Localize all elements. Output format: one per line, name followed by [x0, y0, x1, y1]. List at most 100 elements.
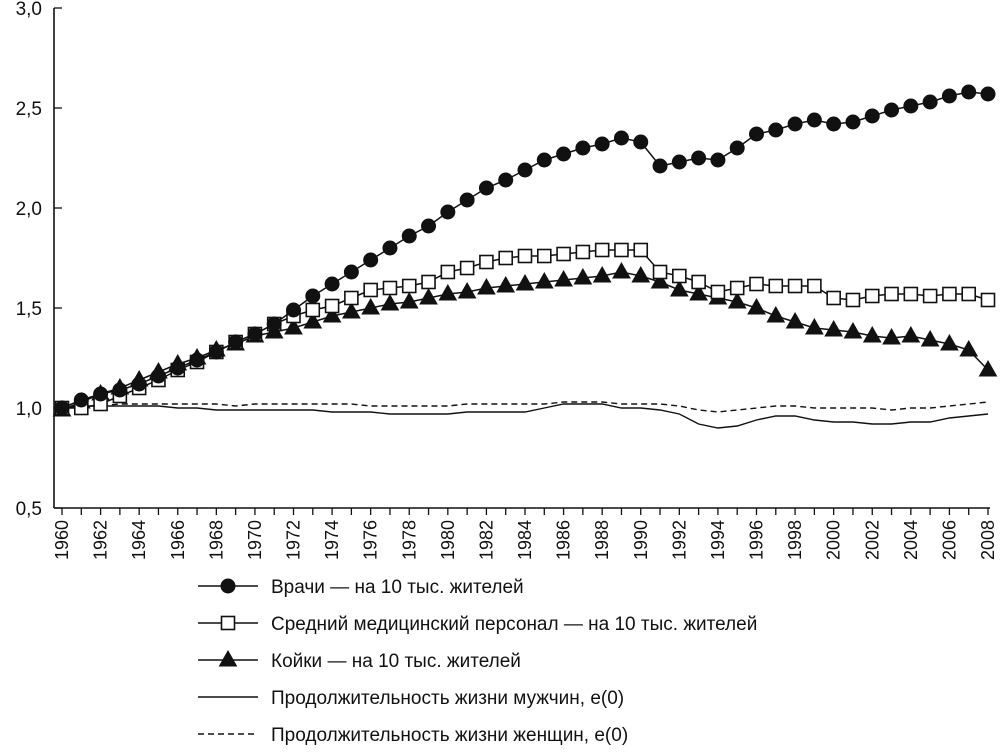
data-point [189, 352, 205, 368]
data-point [343, 264, 359, 280]
data-point [884, 286, 899, 302]
data-point [170, 360, 186, 376]
data-point [903, 286, 919, 302]
data-point [54, 400, 70, 416]
data-point [959, 339, 979, 357]
legend-item: Продолжительность жизни женщин, e(0) [198, 725, 628, 746]
data-point [421, 274, 436, 290]
data-point [729, 140, 745, 156]
data-point [826, 290, 841, 306]
legend-label: Врачи — на 10 тыс. жителей [271, 577, 524, 598]
data-point [477, 277, 496, 295]
data-point [613, 130, 629, 146]
data-point [807, 278, 822, 294]
data-point [286, 302, 301, 318]
x-tick-label: 1972 [284, 520, 304, 560]
data-point [515, 273, 535, 291]
y-axis: 0,5 1,0 1,5 2,0 2,5 3,0 [16, 0, 62, 520]
data-point [150, 368, 166, 384]
x-tick-label: 1964 [129, 520, 149, 560]
data-point [614, 242, 629, 258]
series-4 [61, 403, 989, 429]
data-point [633, 134, 649, 150]
data-point [363, 282, 378, 298]
data-point [941, 88, 957, 104]
x-tick-label: 1978 [399, 520, 419, 560]
data-point [727, 291, 747, 309]
data-point [843, 321, 863, 339]
data-point [729, 280, 745, 296]
data-point [768, 278, 784, 294]
x-tick-label: 2008 [978, 520, 998, 560]
series-5 [61, 401, 989, 413]
data-point [864, 108, 880, 124]
data-point [633, 242, 649, 258]
data-point [669, 279, 689, 297]
data-point [652, 264, 668, 280]
legend-label: Продолжительность жизни женщин, e(0) [271, 725, 628, 746]
data-point [864, 288, 880, 304]
legend: Врачи — на 10 тыс. жителей Средний медици… [198, 577, 757, 746]
data-point [554, 269, 573, 287]
data-point [710, 152, 726, 168]
x-tick-label: 1992 [669, 520, 689, 560]
legend-item: Средний медицинский персонал — на 10 тыс… [198, 614, 757, 635]
data-point [942, 286, 957, 302]
series-3 [52, 261, 998, 417]
plot-series [52, 84, 998, 429]
data-point [573, 267, 593, 285]
data-point [575, 140, 591, 156]
data-point [401, 278, 417, 294]
data-point [361, 297, 381, 315]
data-point [787, 116, 803, 132]
data-point [650, 271, 670, 289]
x-tick-label: 1990 [631, 520, 651, 560]
data-point [903, 98, 919, 114]
x-tick-label: 1968 [206, 520, 226, 560]
data-point [978, 359, 998, 377]
data-point [961, 84, 977, 100]
data-point [845, 292, 861, 308]
data-point [940, 333, 959, 351]
data-point [652, 158, 668, 174]
x-tick-label: 2006 [939, 520, 959, 560]
data-point [556, 146, 572, 162]
data-point [747, 297, 766, 315]
data-point [438, 283, 458, 301]
legend-item: Врачи — на 10 тыс. жителей [198, 577, 524, 598]
data-point [749, 276, 764, 292]
data-point [218, 649, 238, 667]
x-tick-label: 1962 [91, 520, 111, 560]
data-point [536, 152, 552, 168]
data-point [768, 122, 784, 138]
legend-label: Продолжительность жизни мужчин, e(0) [271, 688, 624, 709]
data-point [575, 244, 591, 260]
data-point [631, 265, 651, 283]
data-point [496, 275, 516, 293]
data-point [498, 172, 514, 188]
data-point [247, 326, 263, 342]
data-point [266, 316, 282, 332]
data-point [93, 386, 109, 402]
data-point [612, 261, 631, 279]
data-point [961, 286, 977, 302]
data-point [980, 86, 996, 102]
x-tick-label: 1986 [554, 520, 574, 560]
data-point [920, 329, 940, 347]
series-1 [54, 84, 996, 416]
data-point [344, 290, 359, 306]
x-tick-label: 2004 [901, 520, 921, 560]
x-tick-label: 1988 [592, 520, 612, 560]
data-point [322, 305, 342, 323]
data-point [594, 136, 610, 152]
x-tick-label: 1984 [515, 520, 535, 560]
data-point [73, 392, 89, 408]
data-point [671, 154, 687, 170]
data-point [594, 242, 610, 258]
x-tick-label: 1960 [52, 520, 72, 560]
data-point [324, 298, 340, 314]
data-point [749, 126, 764, 142]
data-point [421, 218, 437, 234]
data-point [363, 252, 379, 268]
